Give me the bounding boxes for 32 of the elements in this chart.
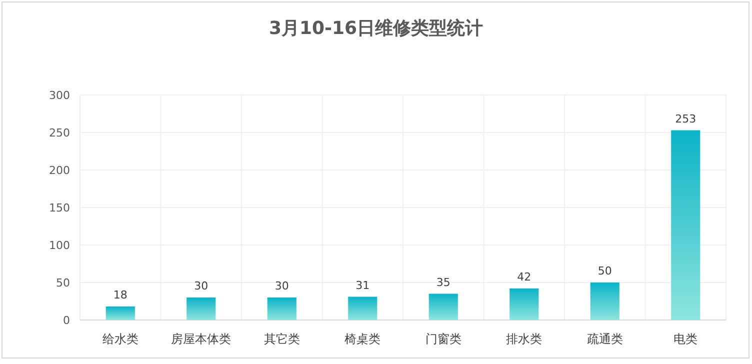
bar — [267, 298, 296, 320]
y-tick-label: 200 — [49, 164, 70, 177]
bar — [428, 294, 458, 320]
y-tick-label: 50 — [56, 276, 70, 290]
bar — [186, 298, 216, 320]
y-tick-label: 0 — [63, 314, 70, 327]
x-tick-label: 椅桌类 — [344, 332, 381, 346]
data-label: 18 — [113, 288, 128, 302]
x-tick-label: 门窗类 — [425, 332, 462, 346]
x-tick-label: 其它类 — [264, 332, 300, 346]
y-tick-label: 150 — [49, 202, 70, 214]
bar — [510, 288, 539, 320]
data-label: 31 — [356, 278, 370, 292]
chart-title: 3月10-16日维修类型统计 — [268, 18, 484, 39]
x-tick-label: 疏通类 — [586, 332, 623, 346]
x-tick-label: 排水类 — [506, 332, 542, 346]
bar — [671, 130, 700, 320]
bar — [590, 282, 620, 320]
x-tick-label: 给水类 — [102, 332, 138, 346]
y-tick-label: 250 — [49, 126, 70, 140]
data-label: 253 — [675, 112, 696, 126]
x-tick-label: 电类 — [674, 332, 698, 346]
bar — [348, 296, 378, 320]
data-label: 35 — [436, 276, 450, 289]
y-tick-label: 300 — [49, 89, 70, 102]
data-label: 30 — [194, 280, 208, 292]
bar — [106, 306, 135, 320]
data-label: 42 — [517, 270, 532, 284]
data-label: 50 — [598, 264, 612, 278]
y-tick-label: 100 — [49, 239, 70, 252]
data-label: 30 — [274, 280, 289, 292]
x-tick-label: 房屋本体类 — [171, 332, 232, 346]
